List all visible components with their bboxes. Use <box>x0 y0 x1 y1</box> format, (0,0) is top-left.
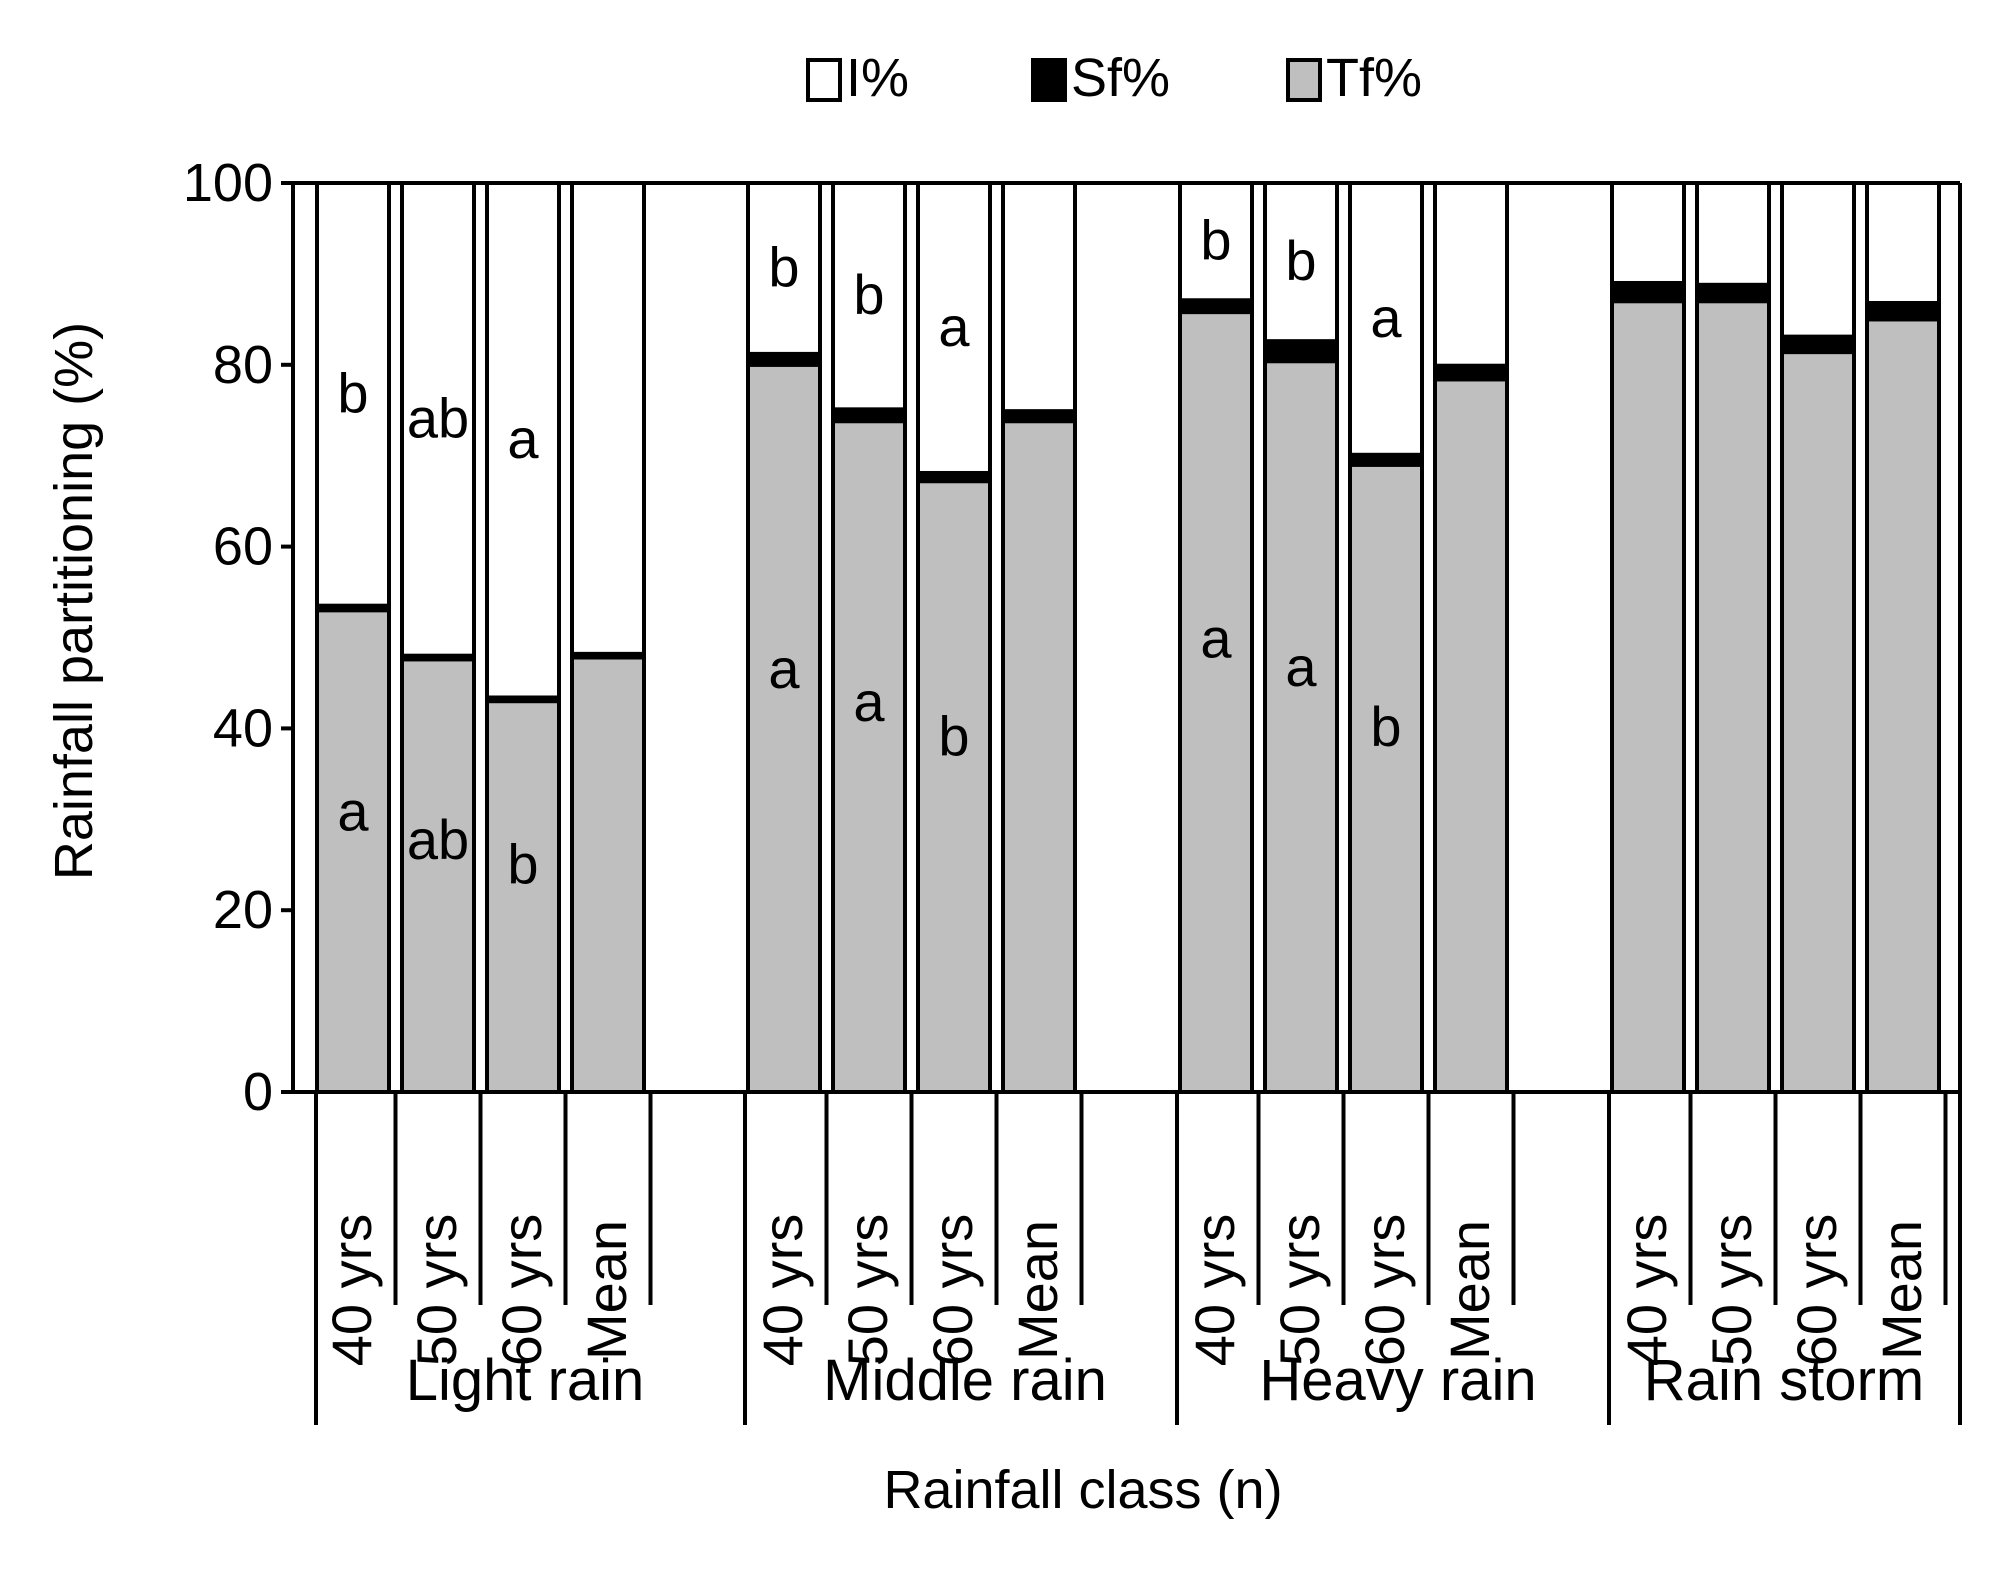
letter-top-2-0: b <box>1200 209 1231 272</box>
letter-top-1-2: a <box>938 295 970 358</box>
legend-swatch-tf <box>1286 58 1322 102</box>
bar-i-1-3 <box>1001 181 1077 414</box>
group-label-2: Heavy rain <box>1259 1348 1536 1413</box>
bar-sf-3-2 <box>1780 334 1856 355</box>
bar-i-1-1 <box>831 181 907 412</box>
category-label-2-2: 60 yrs <box>1353 1214 1416 1367</box>
group-label-1: Middle rain <box>823 1348 1107 1413</box>
category-label-1-3: Mean <box>1006 1220 1069 1360</box>
bar-sf-3-1 <box>1695 282 1771 304</box>
bar-sf-3-3 <box>1865 300 1941 322</box>
legend-label-sf: Sf% <box>1071 48 1170 108</box>
category-label-3-1: 50 yrs <box>1700 1214 1763 1367</box>
bar-tf-0-2 <box>485 699 561 1094</box>
letter-top-0-1: ab <box>407 386 469 449</box>
letter-top-0-2: a <box>507 407 539 470</box>
bar-i-2-1 <box>1263 181 1339 344</box>
letter-bottom-1-1: a <box>853 670 885 733</box>
category-label-2-3: Mean <box>1438 1220 1501 1360</box>
legend-swatch-i <box>806 58 842 102</box>
group-label-0: Light rain <box>406 1348 645 1413</box>
legend-label-tf: Tf% <box>1326 48 1422 108</box>
bar-i-3-1 <box>1695 181 1771 287</box>
category-label-0-2: 60 yrs <box>490 1214 553 1367</box>
bar-i-3-2 <box>1780 181 1856 339</box>
letter-bottom-2-0: a <box>1200 607 1232 670</box>
letter-bottom-1-2: b <box>938 705 969 768</box>
bar-tf-0-3 <box>570 655 646 1094</box>
category-label-2-0: 40 yrs <box>1183 1214 1246 1367</box>
letter-top-1-0: b <box>768 235 799 298</box>
bar-tf-2-3 <box>1433 377 1509 1094</box>
bar-i-3-3 <box>1865 181 1941 305</box>
category-label-1-1: 50 yrs <box>836 1214 899 1367</box>
y-tick-label-0: 0 <box>243 1062 273 1122</box>
category-label-3-3: Mean <box>1870 1220 1933 1360</box>
legend: I% Sf% Tf% <box>806 48 1422 108</box>
letter-bottom-0-2: b <box>507 832 538 895</box>
bar-i-2-2 <box>1348 181 1424 457</box>
bar-tf-2-1 <box>1263 359 1339 1094</box>
bar-i-2-3 <box>1433 181 1509 368</box>
letter-top-2-2: a <box>1370 286 1402 349</box>
bar-sf-2-3 <box>1433 363 1509 382</box>
category-label-3-0: 40 yrs <box>1615 1214 1678 1367</box>
category-label-1-0: 40 yrs <box>751 1214 814 1367</box>
bar-i-0-3 <box>570 181 646 656</box>
bar-i-1-0 <box>746 181 822 356</box>
letter-top-0-0: b <box>337 361 368 424</box>
legend-swatch-sf <box>1031 58 1067 102</box>
y-tick-label-3: 60 <box>213 517 273 577</box>
bar-tf-1-1 <box>831 419 907 1094</box>
legend-label-i: I% <box>846 48 909 108</box>
y-tick-label-1: 20 <box>213 880 273 940</box>
letter-bottom-1-0: a <box>768 637 800 700</box>
bar-tf-1-0 <box>746 362 822 1094</box>
category-label-0-0: 40 yrs <box>320 1214 383 1367</box>
category-label-0-3: Mean <box>575 1220 638 1360</box>
category-label-1-2: 60 yrs <box>921 1214 984 1367</box>
bar-tf-1-2 <box>916 479 992 1095</box>
bar-tf-0-0 <box>315 608 391 1094</box>
x-axis-label: Rainfall class (n) <box>883 1460 1282 1520</box>
bar-i-3-0 <box>1610 181 1686 285</box>
bar-tf-1-3 <box>1001 419 1077 1094</box>
bar-i-0-1 <box>400 181 476 658</box>
bar-tf-3-1 <box>1695 299 1771 1095</box>
bar-tf-2-0 <box>1178 310 1254 1094</box>
letter-bottom-2-2: b <box>1370 695 1401 758</box>
y-tick-label-4: 80 <box>213 335 273 395</box>
bar-sf-2-1 <box>1263 339 1339 364</box>
letter-bottom-0-1: ab <box>407 808 469 871</box>
category-label-3-2: 60 yrs <box>1785 1214 1848 1367</box>
letter-bottom-0-0: a <box>337 780 369 843</box>
letter-top-1-1: b <box>853 263 884 326</box>
bar-tf-2-2 <box>1348 462 1424 1095</box>
y-axis-label: Rainfall partitioning (%) <box>44 322 104 880</box>
bar-tf-0-1 <box>400 657 476 1094</box>
bar-tf-3-3 <box>1865 317 1941 1095</box>
y-tick-label-2: 40 <box>213 698 273 758</box>
letter-top-2-1: b <box>1285 229 1316 292</box>
category-label-0-1: 50 yrs <box>405 1214 468 1367</box>
letter-bottom-2-1: a <box>1285 635 1317 698</box>
group-label-3: Rain storm <box>1644 1348 1924 1413</box>
bar-sf-3-0 <box>1610 280 1686 304</box>
bar-tf-3-0 <box>1610 299 1686 1095</box>
bar-tf-3-2 <box>1780 350 1856 1095</box>
y-tick-label-5: 100 <box>183 153 273 213</box>
category-label-2-1: 50 yrs <box>1268 1214 1331 1367</box>
bars <box>315 181 1941 1095</box>
bar-i-1-2 <box>916 181 992 475</box>
